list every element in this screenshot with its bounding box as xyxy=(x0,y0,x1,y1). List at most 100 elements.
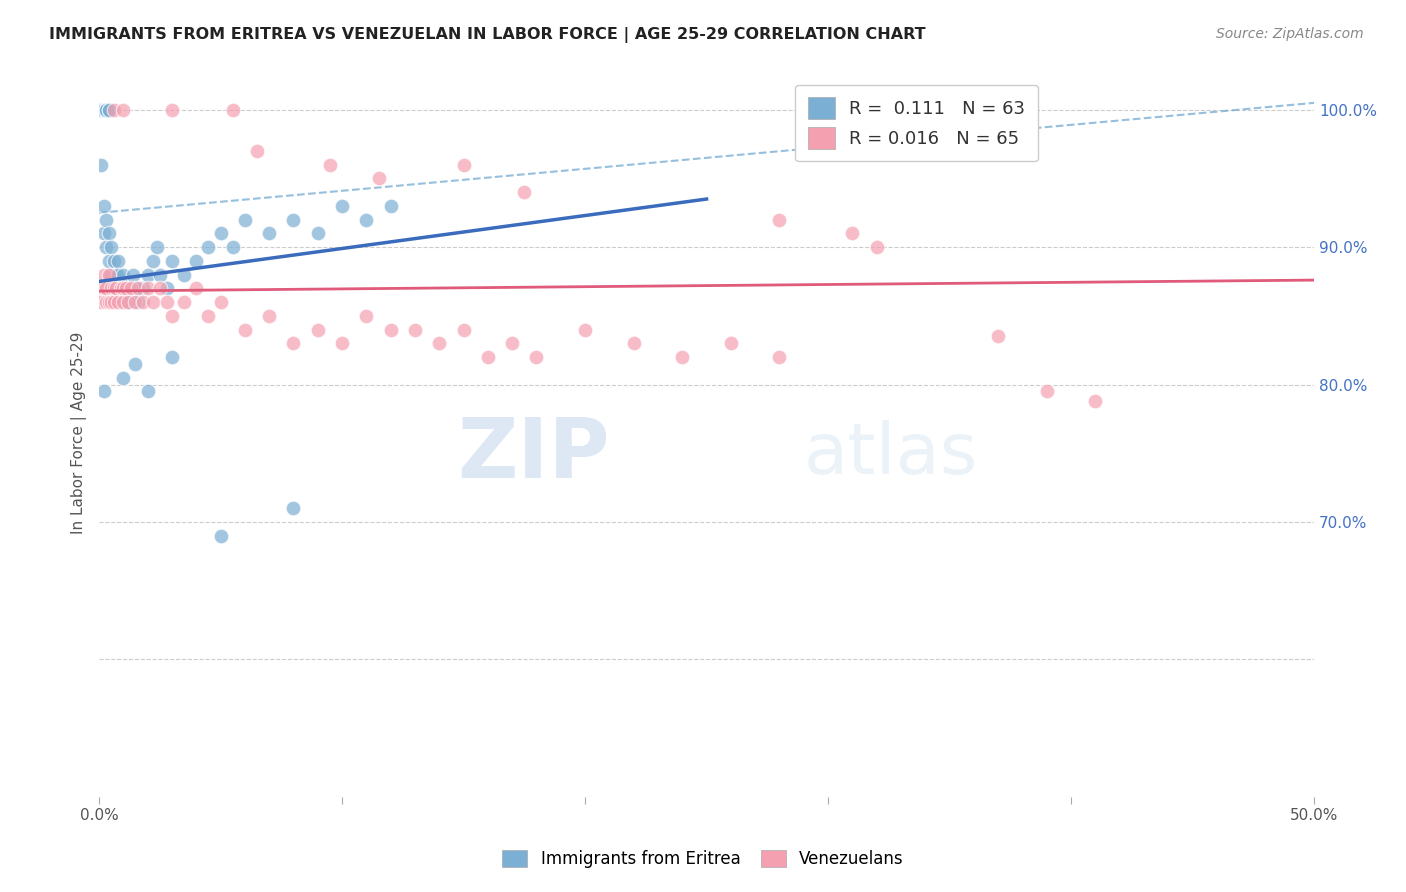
Point xyxy=(90,281,112,295)
Point xyxy=(987,329,1010,343)
Point xyxy=(112,370,135,384)
Text: IMMIGRANTS FROM ERITREA VS VENEZUELAN IN LABOR FORCE | AGE 25-29 CORRELATION CHA: IMMIGRANTS FROM ERITREA VS VENEZUELAN IN… xyxy=(49,27,925,43)
Point xyxy=(127,281,149,295)
Point xyxy=(93,103,115,117)
Point xyxy=(112,281,135,295)
Point xyxy=(186,253,208,268)
Point xyxy=(96,103,118,117)
Point xyxy=(257,227,280,241)
Point xyxy=(257,309,280,323)
Point xyxy=(233,212,256,227)
Point xyxy=(136,268,159,282)
Point xyxy=(367,171,389,186)
Point xyxy=(156,295,179,310)
Point xyxy=(283,212,305,227)
Point xyxy=(90,158,112,172)
Point xyxy=(96,212,118,227)
Point xyxy=(574,322,596,336)
Point xyxy=(233,322,256,336)
Point xyxy=(330,199,353,213)
Point xyxy=(124,357,146,371)
Point xyxy=(100,281,122,295)
Point xyxy=(141,253,163,268)
Point xyxy=(93,281,115,295)
Point xyxy=(103,295,125,310)
Text: atlas: atlas xyxy=(804,420,979,489)
Point xyxy=(105,281,128,295)
Point xyxy=(246,144,269,158)
Point xyxy=(141,295,163,310)
Point xyxy=(160,350,183,364)
Point xyxy=(90,103,112,117)
Point xyxy=(100,295,122,310)
Point xyxy=(768,212,790,227)
Point xyxy=(97,103,120,117)
Point xyxy=(149,268,172,282)
Point xyxy=(107,268,129,282)
Point xyxy=(841,227,863,241)
Point xyxy=(427,336,450,351)
Point xyxy=(103,253,125,268)
Point xyxy=(307,322,329,336)
Point xyxy=(186,281,208,295)
Point xyxy=(1036,384,1059,399)
Point xyxy=(356,309,378,323)
Point xyxy=(103,281,125,295)
Point xyxy=(356,212,378,227)
Point xyxy=(307,227,329,241)
Point xyxy=(97,295,120,310)
Point xyxy=(96,281,118,295)
Point xyxy=(105,281,128,295)
Point xyxy=(513,185,536,199)
Point xyxy=(477,350,499,364)
Point xyxy=(283,336,305,351)
Point xyxy=(117,295,139,310)
Point xyxy=(124,295,146,310)
Point xyxy=(90,295,112,310)
Point xyxy=(132,295,155,310)
Legend: R =  0.111   N = 63, R = 0.016   N = 65: R = 0.111 N = 63, R = 0.016 N = 65 xyxy=(794,85,1038,161)
Point xyxy=(136,281,159,295)
Point xyxy=(93,384,115,399)
Point xyxy=(197,309,219,323)
Point xyxy=(380,199,402,213)
Point xyxy=(671,350,693,364)
Point xyxy=(93,227,115,241)
Y-axis label: In Labor Force | Age 25-29: In Labor Force | Age 25-29 xyxy=(72,332,87,533)
Point xyxy=(526,350,548,364)
Text: ZIP: ZIP xyxy=(457,414,609,495)
Point xyxy=(330,336,353,351)
Point xyxy=(96,240,118,254)
Point xyxy=(132,281,155,295)
Point xyxy=(319,158,342,172)
Point xyxy=(149,281,172,295)
Point xyxy=(96,103,118,117)
Point xyxy=(112,103,135,117)
Point xyxy=(160,103,183,117)
Point xyxy=(173,268,195,282)
Point xyxy=(209,227,232,241)
Point xyxy=(112,295,135,310)
Point xyxy=(501,336,523,351)
Point xyxy=(623,336,645,351)
Point xyxy=(110,295,132,310)
Point xyxy=(117,295,139,310)
Point xyxy=(209,528,232,542)
Point xyxy=(283,501,305,516)
Point xyxy=(146,240,169,254)
Point xyxy=(720,336,742,351)
Point xyxy=(222,103,245,117)
Point xyxy=(100,240,122,254)
Point xyxy=(120,281,142,295)
Point xyxy=(103,281,125,295)
Point xyxy=(103,103,125,117)
Point xyxy=(112,268,135,282)
Point xyxy=(96,295,118,310)
Point xyxy=(97,227,120,241)
Point xyxy=(866,240,889,254)
Point xyxy=(156,281,179,295)
Point xyxy=(160,309,183,323)
Point xyxy=(96,103,118,117)
Text: Source: ZipAtlas.com: Source: ZipAtlas.com xyxy=(1216,27,1364,41)
Point xyxy=(97,253,120,268)
